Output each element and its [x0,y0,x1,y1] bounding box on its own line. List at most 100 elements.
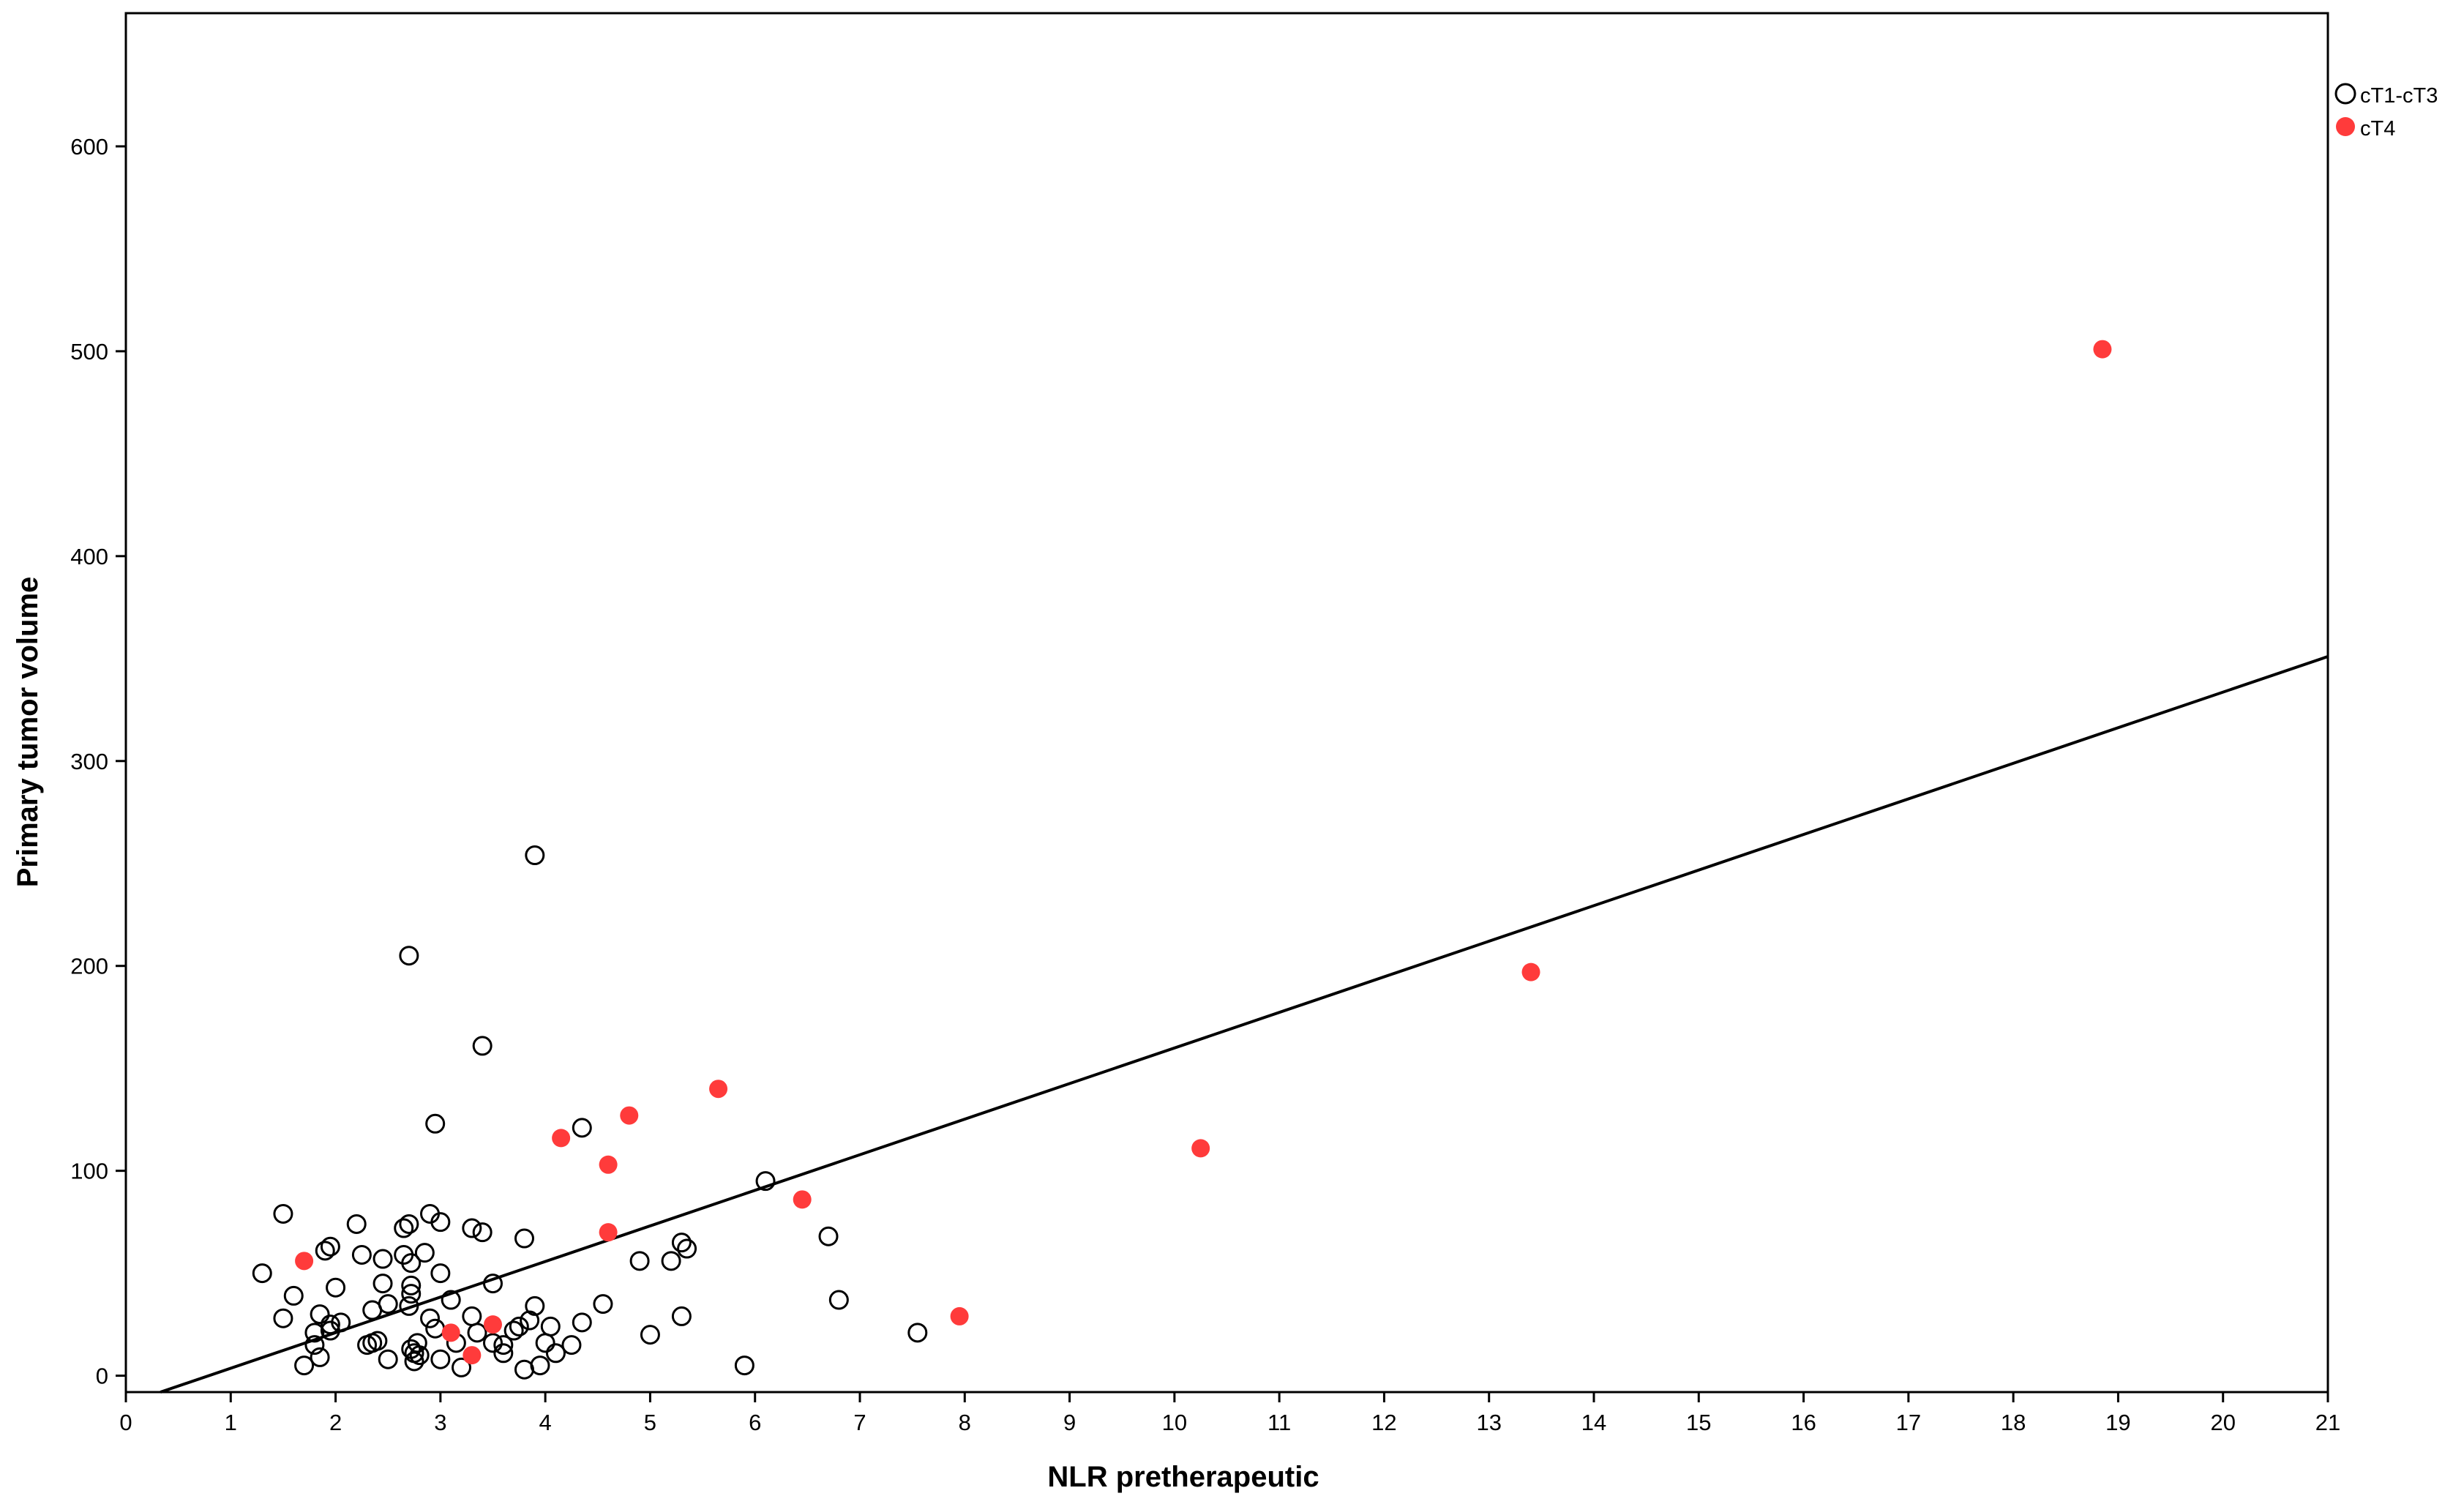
data-point [401,1284,422,1304]
data-point [572,1312,592,1333]
x-tick-label: 0 [119,1410,132,1435]
x-tick-label: 19 [2105,1410,2130,1435]
points-layer [252,340,2112,1380]
x-tick-label: 20 [2210,1410,2235,1435]
data-point [755,1171,776,1192]
data-point [441,1290,461,1310]
data-point [326,1277,346,1298]
data-point [793,1190,812,1209]
data-point [378,1294,398,1315]
data-point [467,1323,487,1343]
plot-border [124,12,2329,1394]
data-point [320,1236,340,1257]
x-tick-label: 11 [1267,1410,1291,1435]
data-point [414,1243,435,1263]
data-point [677,1238,697,1259]
data-point [441,1323,460,1342]
x-tick-label: 18 [2001,1410,2026,1435]
x-tick-label: 10 [1162,1410,1187,1435]
data-point [572,1118,592,1138]
data-point [483,1333,503,1353]
data-point [409,1345,430,1366]
data-point [620,1106,639,1125]
y-tick-label: 0 [96,1364,108,1389]
data-point [425,1113,446,1134]
data-point [462,1218,482,1238]
x-tick-label: 5 [644,1410,656,1435]
data-point [407,1333,427,1353]
data-point [509,1316,529,1336]
x-tick-label: 13 [1476,1410,1501,1435]
data-point [671,1233,692,1253]
x-tick-label: 12 [1371,1410,1396,1435]
data-point [593,1294,613,1315]
data-point [315,1241,335,1261]
data-point [372,1274,393,1294]
data-point [818,1226,839,1246]
data-point [661,1251,681,1271]
data-point [399,1295,419,1316]
data-point [561,1335,582,1355]
data-point [351,1244,372,1265]
x-tick-label: 16 [1791,1410,1816,1435]
data-point [828,1290,849,1310]
data-point [310,1304,330,1325]
x-axis-title: NLR pretherapeutic [1047,1461,1319,1493]
data-point [273,1308,293,1328]
data-point [484,1315,502,1334]
series-ct4 [295,340,2112,1365]
data-point [2093,340,2112,359]
data-point [599,1223,618,1242]
data-point [320,1315,340,1335]
data-point [734,1355,754,1376]
data-point [599,1155,618,1174]
x-tick-label: 14 [1581,1410,1606,1435]
data-point [401,1275,422,1295]
x-tick-label: 8 [959,1410,971,1435]
y-tick-label: 100 [70,1159,108,1184]
legend-marker-ct4 [2336,117,2355,136]
data-point [514,1228,534,1249]
data-point [472,1036,493,1056]
data-point [671,1306,692,1326]
fit-line-layer [160,655,2329,1394]
data-point [399,1214,419,1234]
x-tick-label: 4 [539,1410,552,1435]
data-point [540,1316,561,1336]
data-point [503,1320,524,1341]
data-point [950,1306,969,1325]
data-point [304,1323,325,1343]
data-point [304,1335,325,1355]
x-tick-label: 2 [329,1410,342,1435]
data-point [310,1347,330,1367]
x-tick-label: 3 [434,1410,446,1435]
data-point [401,1253,422,1274]
data-point [525,1295,545,1316]
x-tick-label: 6 [749,1410,761,1435]
data-point [394,1218,414,1238]
data-point [463,1346,482,1365]
data-point [425,1318,446,1339]
data-point [452,1357,472,1377]
data-point [472,1222,493,1243]
data-point [252,1263,272,1284]
data-point [430,1212,451,1233]
legend-marker-ct1-ct3 [2334,83,2356,105]
data-point [907,1323,928,1343]
axes-layer: 0 1 2 3 4 5 6 7 8 9 10 11 12 13 14 15 16 17 18 19 20 21010020… [70,134,2340,1435]
data-point [629,1251,650,1271]
x-tick-label: 21 [2315,1410,2340,1435]
y-tick-label: 500 [70,339,108,364]
data-point [709,1080,728,1099]
y-tick-label: 400 [70,544,108,569]
legend: cT1-cT3 cT4 [2334,83,2438,141]
data-point [294,1355,315,1376]
data-point [462,1306,482,1326]
data-point [430,1349,451,1369]
data-point [295,1252,314,1271]
x-tick-label: 1 [225,1410,237,1435]
data-point [514,1359,534,1380]
data-point [552,1129,571,1148]
data-point [535,1333,555,1353]
x-tick-label: 17 [1896,1410,1921,1435]
